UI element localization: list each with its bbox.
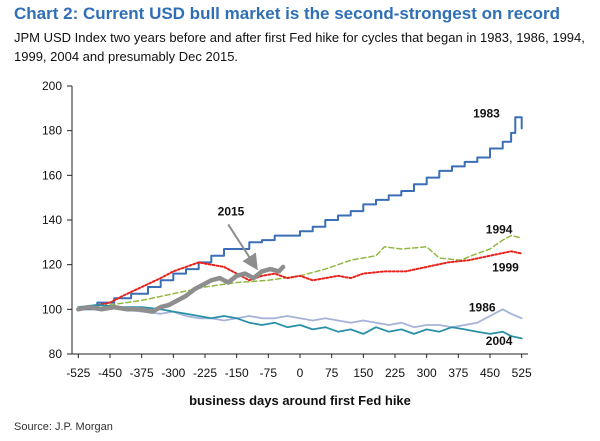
y-tick-label: 80 bbox=[49, 347, 63, 361]
y-tick-label: 120 bbox=[42, 258, 62, 272]
chart-subtitle: JPM USD Index two years before and after… bbox=[14, 30, 585, 64]
series-label-1986: 1986 bbox=[469, 301, 496, 315]
x-tick-label: -450 bbox=[98, 366, 122, 380]
x-axis-label: business days around first Fed hike bbox=[189, 393, 411, 408]
y-tick-label: 160 bbox=[42, 168, 62, 182]
x-tick-label: 225 bbox=[385, 366, 405, 380]
x-tick-label: 0 bbox=[297, 366, 304, 380]
x-tick-label: 450 bbox=[480, 366, 500, 380]
x-tick-label: 75 bbox=[325, 366, 339, 380]
series-label-2004: 2004 bbox=[486, 334, 513, 348]
x-tick-label: -75 bbox=[260, 366, 278, 380]
chart-title: Chart 2: Current USD bull market is the … bbox=[14, 4, 560, 23]
series-line-1999 bbox=[77, 250, 523, 311]
series-label-2015: 2015 bbox=[218, 205, 245, 219]
x-tick-label: -150 bbox=[225, 366, 249, 380]
series-line-2004 bbox=[77, 304, 523, 340]
series-label-1994: 1994 bbox=[486, 222, 513, 236]
x-tick-label: -375 bbox=[130, 366, 154, 380]
x-tick-label: -225 bbox=[193, 366, 217, 380]
annotation-arrow bbox=[227, 223, 258, 271]
x-tick-label: -300 bbox=[161, 366, 185, 380]
x-tick-label: 150 bbox=[353, 366, 373, 380]
source-note: Source: J.P. Morgan bbox=[14, 421, 113, 433]
series-line-2015 bbox=[76, 264, 286, 314]
x-tick-label: 525 bbox=[512, 366, 532, 380]
series-label-1999: 1999 bbox=[492, 260, 519, 274]
x-tick-label: 375 bbox=[448, 366, 468, 380]
series-label-1983: 1983 bbox=[473, 106, 500, 120]
x-tick-label: -525 bbox=[66, 366, 90, 380]
series-line-1983 bbox=[77, 116, 523, 311]
y-tick-label: 100 bbox=[42, 302, 62, 316]
y-tick-label: 140 bbox=[42, 213, 62, 227]
y-tick-label: 200 bbox=[42, 79, 62, 93]
series-line-1986 bbox=[77, 306, 523, 329]
x-tick-label: 300 bbox=[417, 366, 437, 380]
series-line-1994 bbox=[77, 234, 523, 311]
y-tick-label: 180 bbox=[42, 124, 62, 138]
